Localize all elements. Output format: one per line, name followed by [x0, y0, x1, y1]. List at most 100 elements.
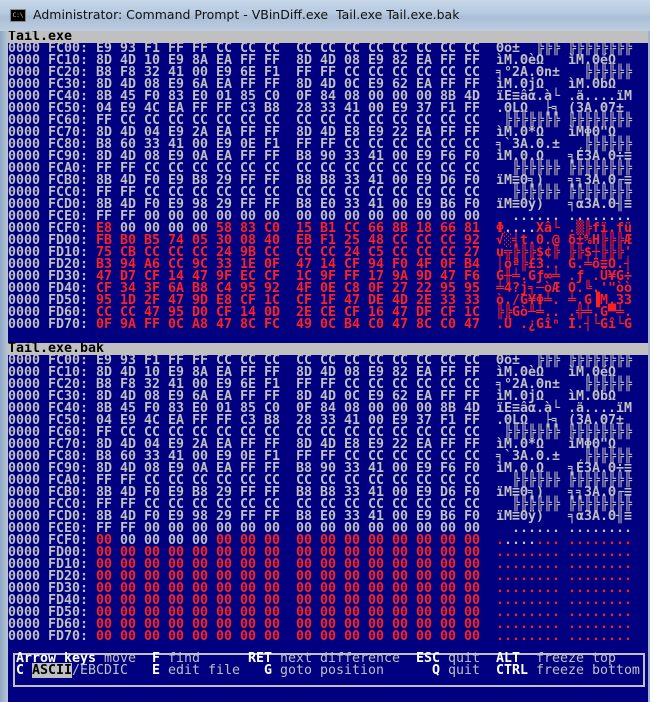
- hex-byte[interactable]: CC: [367, 377, 384, 392]
- hex-byte[interactable]: 0E: [239, 137, 256, 152]
- hex-byte[interactable]: CC: [439, 377, 456, 392]
- hex-byte[interactable]: 92: [263, 281, 280, 296]
- hex-byte[interactable]: E8: [215, 293, 232, 308]
- hex-byte[interactable]: FF: [463, 77, 480, 92]
- hex-byte[interactable]: FF: [143, 317, 160, 332]
- hex-byte[interactable]: 00: [167, 605, 184, 620]
- hex-byte[interactable]: CC: [239, 473, 256, 488]
- hex-byte[interactable]: 8D: [95, 125, 112, 140]
- hex-byte[interactable]: CF: [263, 269, 280, 284]
- hex-byte[interactable]: CC: [391, 377, 408, 392]
- hex-byte[interactable]: F6: [439, 149, 456, 164]
- hex-byte[interactable]: 00: [319, 629, 336, 644]
- hex-byte[interactable]: CC: [343, 353, 360, 368]
- hex-byte[interactable]: 58: [215, 221, 232, 236]
- hex-byte[interactable]: FB: [95, 233, 112, 248]
- hex-byte[interactable]: 0D: [263, 305, 280, 320]
- hex-byte[interactable]: CC: [239, 353, 256, 368]
- hex-byte[interactable]: 41: [367, 197, 384, 212]
- hex-byte[interactable]: CC: [295, 353, 312, 368]
- hex-byte[interactable]: FF: [263, 53, 280, 68]
- hex-byte[interactable]: CC: [439, 497, 456, 512]
- hex-byte[interactable]: 33: [343, 197, 360, 212]
- hex-row[interactable]: 0000 FC10: 8D 4D 10 E9 8A EA FF FF 8D 4D…: [8, 53, 648, 68]
- hex-byte[interactable]: FF: [239, 437, 256, 452]
- hex-byte[interactable]: 08: [343, 89, 360, 104]
- hex-byte[interactable]: EA: [167, 101, 184, 116]
- hex-byte[interactable]: 47: [439, 269, 456, 284]
- hex-byte[interactable]: 47: [167, 293, 184, 308]
- hex-byte[interactable]: B3: [95, 257, 112, 272]
- hex-byte[interactable]: 8B: [95, 173, 112, 188]
- hex-byte[interactable]: CC: [167, 497, 184, 512]
- hex-byte[interactable]: 00: [319, 545, 336, 560]
- hex-byte[interactable]: 33: [343, 485, 360, 500]
- hex-byte[interactable]: E9: [167, 485, 184, 500]
- hex-byte[interactable]: CC: [367, 425, 384, 440]
- hex-row[interactable]: 0000 FCF0: E8 00 00 00 00 58 83 C0 15 B1…: [8, 221, 648, 236]
- hex-byte[interactable]: 14: [319, 257, 336, 272]
- hex-byte[interactable]: 22: [415, 281, 432, 296]
- hex-byte[interactable]: 00: [191, 569, 208, 584]
- hex-byte[interactable]: 33: [343, 461, 360, 476]
- hex-byte[interactable]: 00: [167, 629, 184, 644]
- hex-byte[interactable]: 29: [215, 509, 232, 524]
- hex-byte[interactable]: 33: [439, 293, 456, 308]
- hex-byte[interactable]: 00: [143, 605, 160, 620]
- hex-byte[interactable]: CC: [439, 41, 456, 56]
- hex-byte[interactable]: 00: [391, 593, 408, 608]
- hex-byte[interactable]: 00: [191, 545, 208, 560]
- hex-byte[interactable]: 00: [343, 209, 360, 224]
- hex-byte[interactable]: 04: [95, 413, 112, 428]
- hex-byte[interactable]: 60: [119, 449, 136, 464]
- hex-byte[interactable]: E9: [367, 125, 384, 140]
- hex-byte[interactable]: 8B: [391, 221, 408, 236]
- hex-byte[interactable]: CC: [415, 161, 432, 176]
- hex-byte[interactable]: FF: [119, 209, 136, 224]
- hex-byte[interactable]: A8: [191, 317, 208, 332]
- hex-byte[interactable]: 1D: [119, 293, 136, 308]
- hex-byte[interactable]: 9D: [415, 269, 432, 284]
- hex-byte[interactable]: 00: [191, 221, 208, 236]
- hex-byte[interactable]: 08: [143, 149, 160, 164]
- hex-byte[interactable]: CC: [167, 245, 184, 260]
- hex-byte[interactable]: 00: [167, 593, 184, 608]
- hex-byte[interactable]: 00: [463, 629, 480, 644]
- hex-byte[interactable]: EA: [215, 77, 232, 92]
- hex-byte[interactable]: 75: [95, 245, 112, 260]
- hex-byte[interactable]: C0: [439, 317, 456, 332]
- hex-byte[interactable]: 00: [263, 557, 280, 572]
- hex-byte[interactable]: 00: [119, 617, 136, 632]
- hex-byte[interactable]: 41: [167, 449, 184, 464]
- hex-byte[interactable]: FF: [295, 137, 312, 152]
- hex-byte[interactable]: 00: [463, 605, 480, 620]
- hex-byte[interactable]: 95: [167, 305, 184, 320]
- hex-row[interactable]: 0000 FD50: 95 1D 2F 47 9D E8 CF 1C CF 1F…: [8, 293, 648, 308]
- hex-row[interactable]: 0000 FD50: 00 00 00 00 00 00 00 00 00 00…: [8, 605, 648, 620]
- hex-byte[interactable]: F0: [463, 485, 480, 500]
- hex-byte[interactable]: 24: [215, 245, 232, 260]
- hex-byte[interactable]: 74: [167, 233, 184, 248]
- hex-byte[interactable]: E9: [167, 173, 184, 188]
- hex-byte[interactable]: FF: [215, 101, 232, 116]
- hex-byte[interactable]: CC: [367, 137, 384, 152]
- hex-byte[interactable]: 92: [463, 233, 480, 248]
- hex-byte[interactable]: CC: [367, 449, 384, 464]
- hex-byte[interactable]: 10: [143, 365, 160, 380]
- hex-byte[interactable]: 00: [391, 89, 408, 104]
- hex-byte[interactable]: 00: [167, 581, 184, 596]
- hex-byte[interactable]: 3F: [143, 281, 160, 296]
- hex-byte[interactable]: FF: [95, 209, 112, 224]
- hex-byte[interactable]: 28: [295, 413, 312, 428]
- hex-byte[interactable]: 14: [239, 305, 256, 320]
- hex-byte[interactable]: C0: [263, 89, 280, 104]
- hex-byte[interactable]: FF: [343, 269, 360, 284]
- hex-byte[interactable]: 14: [167, 269, 184, 284]
- hex-byte[interactable]: F6: [463, 269, 480, 284]
- hex-byte[interactable]: FF: [439, 125, 456, 140]
- hex-byte[interactable]: FF: [239, 461, 256, 476]
- hex-byte[interactable]: 00: [295, 569, 312, 584]
- hex-byte[interactable]: CC: [391, 113, 408, 128]
- hex-byte[interactable]: C8: [343, 281, 360, 296]
- hex-byte[interactable]: CC: [215, 353, 232, 368]
